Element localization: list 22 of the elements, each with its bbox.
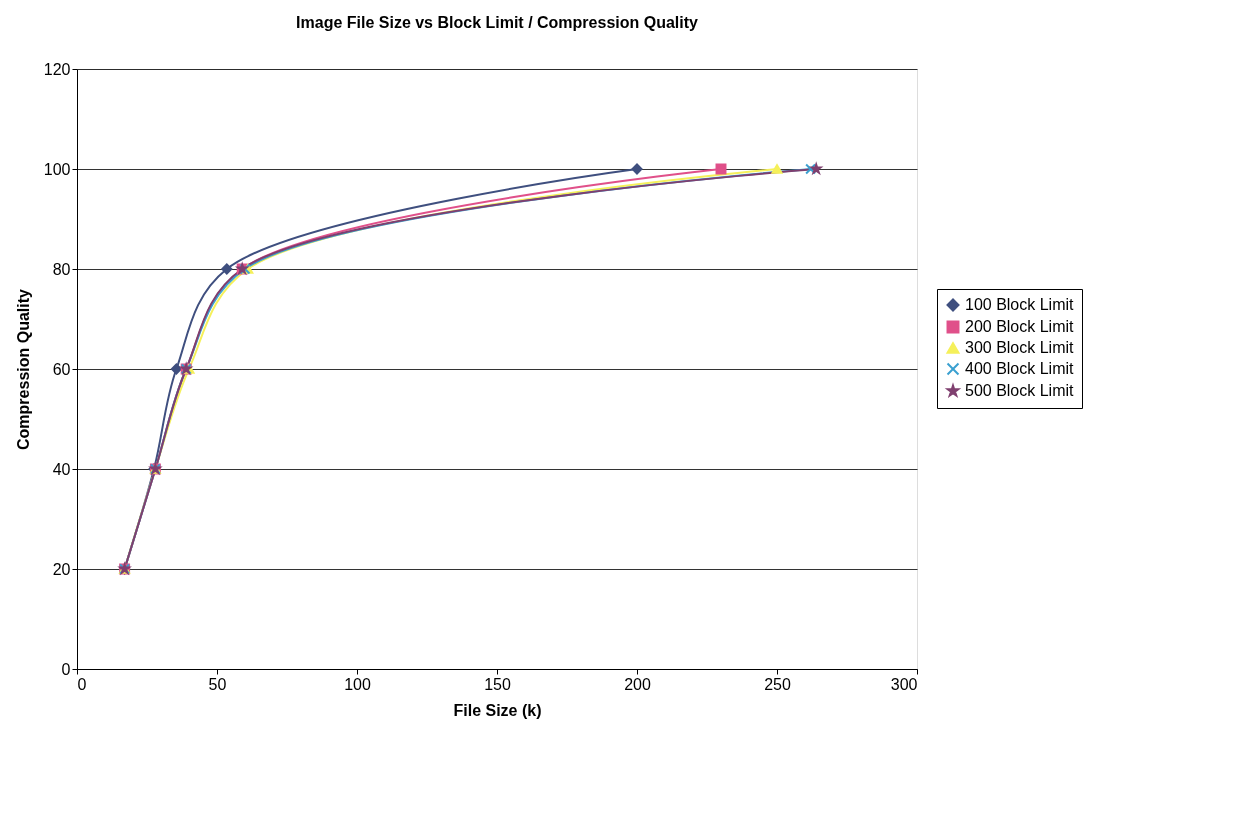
legend-label: 200 Block Limit [965, 318, 1075, 335]
legend-label: 500 Block Limit [965, 382, 1075, 399]
y-tick-label: 80 [52, 260, 71, 278]
x-axis-title: File Size (k) [453, 701, 542, 719]
legend-label: 400 Block Limit [965, 360, 1075, 377]
y-tick-label: 20 [52, 560, 71, 578]
y-axis-title: Compression Quality [14, 288, 32, 450]
legend-label: 100 Block Limit [965, 296, 1075, 313]
y-tick-label: 0 [61, 660, 71, 678]
x-tick-label: 300 [890, 675, 918, 693]
y-tick-label: 100 [43, 160, 71, 178]
x-tick-label: 100 [344, 675, 371, 693]
x-tick-label: 250 [764, 675, 791, 693]
y-tick-label: 60 [52, 360, 71, 378]
x-tick-label: 150 [484, 675, 511, 693]
x-tick-label: 0 [77, 675, 87, 693]
legend-label: 300 Block Limit [965, 339, 1075, 356]
chart-title: Image File Size vs Block Limit / Compression Quality [296, 14, 699, 31]
y-tick-label: 120 [43, 60, 71, 78]
x-tick-label: 50 [208, 675, 227, 693]
y-tick-label: 40 [52, 460, 71, 478]
x-tick-label: 200 [624, 675, 651, 693]
